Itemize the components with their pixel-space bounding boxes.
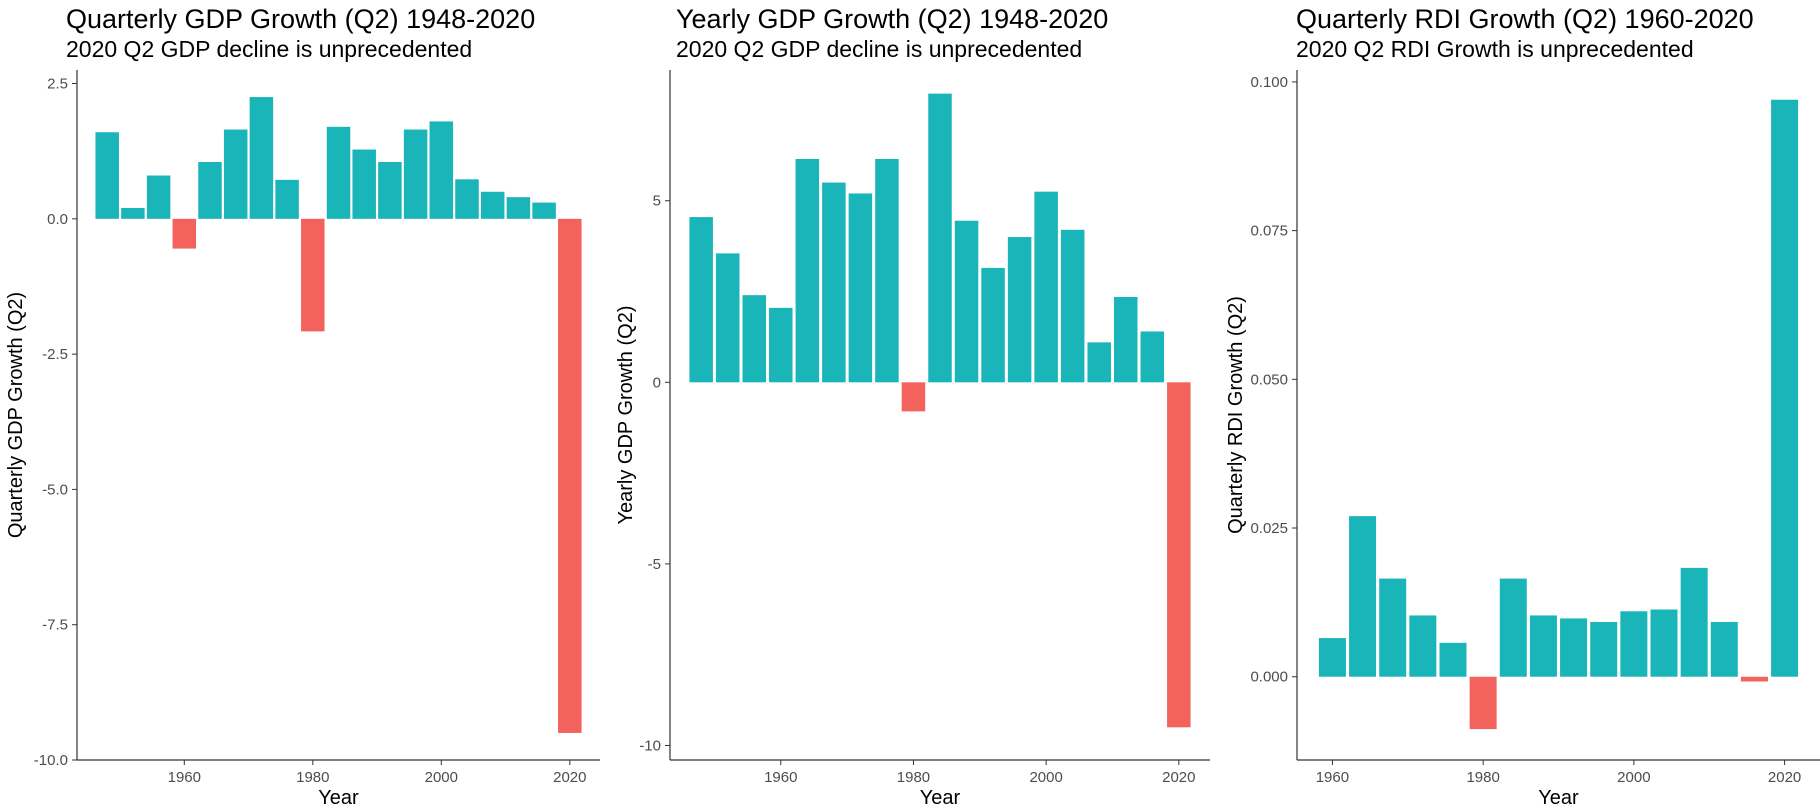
y-tick-label: -10.0: [34, 752, 68, 769]
bar: [121, 208, 145, 219]
bar: [1409, 615, 1437, 677]
plot-area: 2.5 0.0 -2.5 -5.0 -7.5 -10.0 1960 1980 2000 2020 Y…: [5, 70, 600, 809]
bar: [198, 162, 222, 219]
bar: [1529, 615, 1557, 677]
x-tick-label: 1960: [1316, 769, 1349, 786]
bar: [1318, 638, 1346, 677]
y-tick-label: -5.0: [42, 481, 68, 498]
y-tick-label: 0: [653, 374, 661, 391]
bar: [275, 179, 299, 219]
x-tick-label: 1960: [168, 769, 201, 786]
y-tick-label: 0.100: [1250, 74, 1288, 91]
bar: [901, 382, 926, 412]
bar: [715, 253, 740, 383]
chart-panel-quarterly-rdi: Quarterly RDI Growth (Q2) 1960-2020 2020…: [1220, 0, 1820, 812]
chart-subtitle: 2020 Q2 GDP decline is unprecedented: [66, 36, 473, 62]
bar: [1680, 567, 1708, 677]
y-axis-title: Quarterly GDP Growth (Q2): [5, 292, 27, 538]
bar: [1140, 331, 1165, 383]
bar: [1740, 676, 1768, 682]
y-tick-label: 0.0: [47, 211, 68, 228]
x-tick-label: 2020: [553, 769, 586, 786]
bar: [403, 129, 428, 219]
bar: [455, 179, 479, 219]
bar: [352, 149, 376, 219]
y-tick-label: -5: [648, 556, 661, 573]
bar: [1650, 609, 1678, 677]
bar: [1469, 676, 1497, 730]
x-axis-title: Year: [318, 787, 359, 809]
chart-subtitle: 2020 Q2 RDI Growth is unprecedented: [1296, 36, 1694, 62]
bar: [1710, 622, 1738, 677]
bar: [875, 158, 899, 383]
y-axis-title: Quarterly RDI Growth (Q2): [1225, 296, 1247, 534]
bar: [1349, 516, 1377, 677]
bar: [1439, 642, 1467, 677]
bar: [532, 202, 556, 219]
bar: [1113, 296, 1138, 383]
x-tick-label: 1980: [897, 769, 930, 786]
y-tick-label: 0.075: [1250, 223, 1288, 240]
bar: [689, 217, 713, 383]
x-tick-label: 1960: [764, 769, 797, 786]
bar: [1034, 191, 1058, 383]
bar: [95, 132, 119, 219]
y-axis-title: Yearly GDP Growth (Q2): [615, 306, 637, 525]
x-axis-title: Year: [920, 787, 961, 809]
y-tick-label: 0.025: [1250, 520, 1288, 537]
y-tick-label: 5: [653, 193, 661, 210]
bar: [1590, 622, 1618, 677]
bar: [1499, 578, 1527, 677]
y-tick-label: -7.5: [42, 617, 68, 634]
bar: [1060, 229, 1085, 383]
bar: [1620, 611, 1648, 677]
bar: [1087, 342, 1111, 383]
y-tick-label: 0.050: [1250, 371, 1288, 388]
y-tick-label: 0.000: [1250, 669, 1288, 686]
x-tick-label: 2000: [1029, 769, 1062, 786]
bar: [848, 193, 873, 383]
y-tick-label: 2.5: [47, 76, 68, 93]
bar: [1007, 237, 1032, 383]
bar: [223, 129, 248, 219]
x-tick-label: 2000: [1617, 769, 1650, 786]
chart-panel-yearly-gdp: Yearly GDP Growth (Q2) 1948-2020 2020 Q2…: [610, 0, 1210, 812]
bar: [928, 93, 952, 383]
x-tick-label: 2020: [1768, 769, 1801, 786]
bar: [954, 220, 979, 383]
bar: [326, 126, 351, 219]
plot-area: 5 0 -5 -10 1960 1980 2000 2020 Year Yearly GDP Gr…: [615, 70, 1210, 809]
bar: [1771, 99, 1799, 677]
bar: [429, 121, 454, 219]
bar: [822, 182, 846, 383]
bar: [1560, 618, 1588, 677]
y-tick-label: -2.5: [42, 346, 68, 363]
bar: [1379, 578, 1407, 677]
chart-panel-quarterly-gdp: Quarterly GDP Growth (Q2) 1948-2020 2020…: [0, 0, 600, 812]
bar: [981, 267, 1005, 383]
bar: [249, 97, 274, 219]
plot-area: 0.100 0.075 0.050 0.025 0.000 1960 1980 2000 202…: [1225, 70, 1820, 809]
x-tick-label: 2000: [425, 769, 458, 786]
chart-title: Quarterly GDP Growth (Q2) 1948-2020: [66, 4, 536, 34]
bar: [172, 218, 197, 249]
bar: [742, 295, 767, 383]
bar: [378, 162, 402, 219]
bar: [795, 158, 820, 383]
bar: [301, 218, 325, 332]
bar: [1167, 382, 1191, 728]
bar: [146, 175, 171, 219]
y-tick-label: -10: [639, 737, 661, 754]
chart-subtitle: 2020 Q2 GDP decline is unprecedented: [676, 36, 1083, 62]
chart-title: Quarterly RDI Growth (Q2) 1960-2020: [1296, 4, 1754, 34]
x-tick-label: 1980: [296, 769, 329, 786]
x-tick-label: 1980: [1466, 769, 1499, 786]
bar: [506, 197, 531, 219]
bar: [558, 218, 582, 733]
bar: [480, 191, 505, 219]
x-axis-title: Year: [1538, 787, 1579, 809]
x-tick-label: 2020: [1162, 769, 1195, 786]
chart-title: Yearly GDP Growth (Q2) 1948-2020: [676, 4, 1109, 34]
bar: [769, 307, 793, 383]
